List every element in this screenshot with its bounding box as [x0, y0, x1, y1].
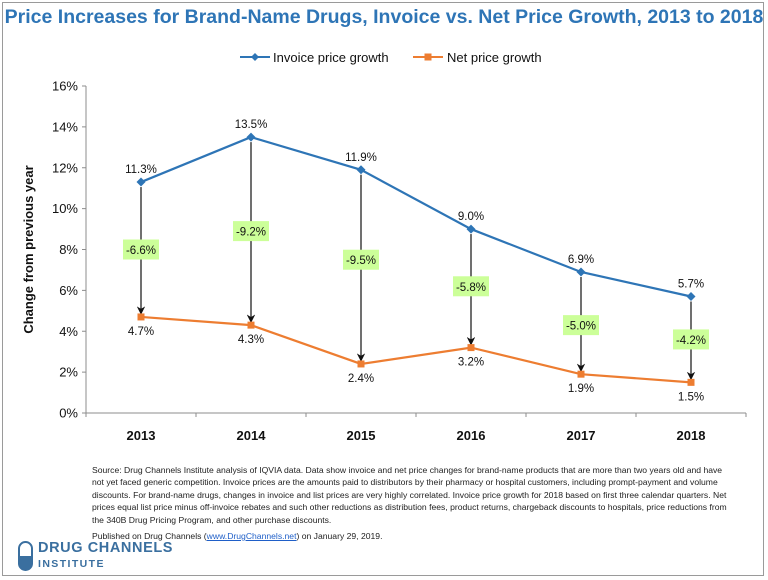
invoice-point-marker	[136, 177, 146, 187]
invoice-data-label: 11.9%	[345, 152, 377, 164]
difference-label: -9.5%	[346, 255, 376, 267]
drug-channels-logo: DRUG CHANNELS INSTITUTE	[16, 539, 216, 575]
y-tick-label: 14%	[52, 119, 78, 134]
x-tick-label: 2014	[237, 428, 267, 443]
net-data-label: 4.7%	[128, 326, 154, 338]
invoice-data-label: 5.7%	[678, 279, 704, 291]
difference-label: -5.0%	[566, 321, 596, 333]
pill-capsule-icon	[18, 541, 33, 571]
net-data-label: 4.3%	[238, 334, 264, 346]
invoice-data-label: 6.9%	[568, 254, 594, 266]
x-tick-label: 2018	[677, 428, 706, 443]
y-tick-label: 2%	[59, 365, 78, 380]
difference-label-box	[233, 221, 269, 242]
y-tick-label: 10%	[52, 201, 78, 216]
net-data-label: 1.5%	[678, 391, 704, 403]
difference-label: -6.6%	[126, 245, 156, 257]
difference-label-box	[563, 315, 599, 336]
y-tick-label: 6%	[59, 283, 78, 298]
difference-label: -9.2%	[236, 227, 266, 239]
drug-channels-link[interactable]: www.DrugChannels.net	[206, 531, 297, 541]
net-point-marker	[137, 313, 145, 321]
net-data-label: 2.4%	[348, 373, 374, 385]
y-tick-label: 0%	[59, 406, 78, 421]
invoice-point-marker	[686, 292, 696, 302]
net-point-marker	[687, 378, 695, 386]
net-data-label: 1.9%	[568, 383, 594, 395]
invoice-point-marker	[356, 165, 366, 175]
difference-label: -4.2%	[676, 335, 706, 347]
chart-title: Price Increases for Brand-Name Drugs, In…	[4, 6, 764, 28]
invoice-point-marker	[466, 224, 476, 234]
difference-label-box	[123, 239, 159, 260]
invoice-point-marker	[576, 267, 586, 277]
legend-net-label: Net price growth	[447, 50, 542, 65]
published-suffix: ) on January 29, 2019.	[296, 531, 383, 541]
x-tick-label: 2013	[127, 428, 156, 443]
legend-invoice-label: Invoice price growth	[273, 50, 389, 65]
published-prefix: Published on Drug Channels (	[92, 531, 207, 541]
difference-label-box	[343, 249, 379, 270]
y-axis-title: Change from previous year	[21, 165, 36, 333]
invoice-price-line	[140, 135, 692, 298]
net-price-line	[140, 315, 692, 384]
net-point-marker	[467, 344, 475, 352]
net-point-marker	[577, 370, 585, 378]
logo-line-2: INSTITUTE	[38, 558, 105, 570]
x-tick-label: 2017	[567, 428, 596, 443]
difference-label-box	[673, 329, 709, 350]
invoice-point-marker	[246, 132, 256, 142]
x-tick-label: 2015	[347, 428, 376, 443]
net-point-marker	[357, 360, 365, 368]
invoice-data-label: 11.3%	[125, 164, 157, 176]
y-tick-label: 4%	[59, 324, 78, 339]
x-tick-label: 2016	[457, 428, 486, 443]
source-note: Source: Drug Channels Institute analysis…	[92, 465, 727, 525]
y-tick-label: 12%	[52, 160, 78, 175]
published-note: Published on Drug Channels (www.DrugChan…	[92, 531, 382, 541]
y-tick-label: 16%	[52, 79, 78, 94]
difference-label-box	[453, 276, 489, 297]
legend-invoice-marker	[251, 53, 259, 61]
invoice-data-label: 9.0%	[458, 211, 484, 223]
legend-net-marker	[424, 53, 432, 61]
logo-line-1: DRUG CHANNELS	[38, 540, 174, 556]
invoice-data-label: 13.5%	[235, 119, 268, 131]
difference-label: -5.8%	[456, 282, 486, 294]
y-tick-label: 8%	[59, 242, 78, 257]
net-point-marker	[247, 321, 255, 329]
net-data-label: 3.2%	[458, 357, 484, 369]
chart-canvas: 0% 2% 4% 6% 8% 10% 12% 14% 16% 2013 2014 2015 2016 20…	[21, 50, 747, 443]
